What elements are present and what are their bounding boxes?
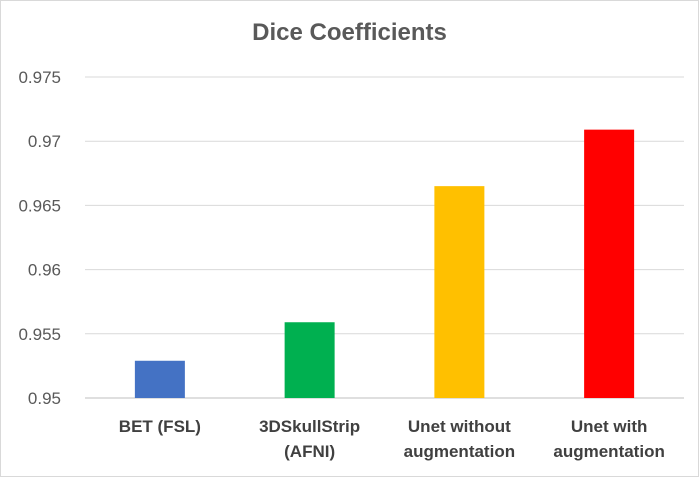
- y-tick-label: 0.95: [28, 389, 61, 408]
- y-tick-label: 0.955: [18, 325, 61, 344]
- x-tick-label: Unet without: [408, 417, 511, 436]
- x-tick-label: augmentation: [404, 442, 515, 461]
- y-tick-label: 0.97: [28, 132, 61, 151]
- y-tick-label: 0.965: [18, 196, 61, 215]
- chart-title: Dice Coefficients: [252, 19, 447, 46]
- x-tick-label: Unet with: [571, 417, 648, 436]
- x-tick-label: augmentation: [553, 442, 664, 461]
- bar: [134, 360, 185, 398]
- y-tick-label: 0.96: [28, 261, 61, 280]
- x-tick-label: (AFNI): [284, 442, 335, 461]
- x-tick-label: BET (FSL): [119, 417, 201, 436]
- bar: [284, 322, 335, 398]
- y-tick-label: 0.975: [18, 68, 61, 87]
- bar: [584, 129, 635, 399]
- bar: [434, 186, 485, 398]
- x-tick-label: 3DSkullStrip: [259, 417, 360, 436]
